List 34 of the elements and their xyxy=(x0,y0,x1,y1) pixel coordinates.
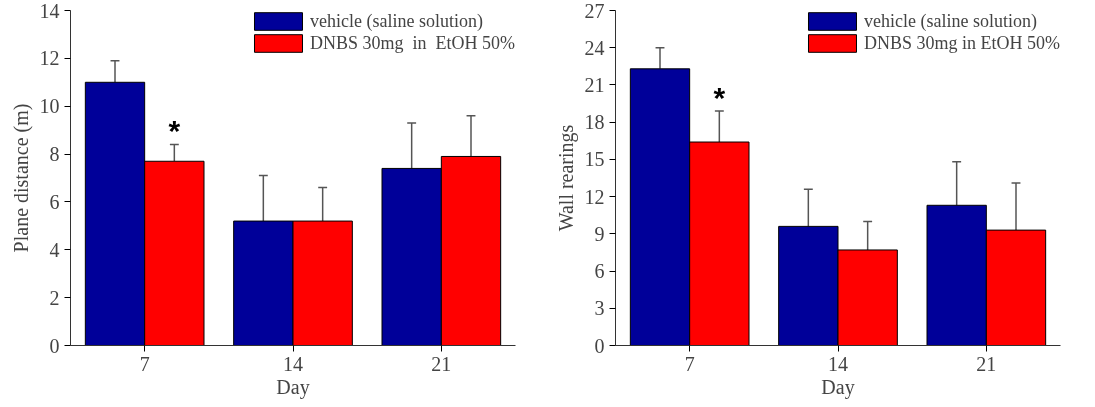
y-tick-label: 3 xyxy=(594,297,605,320)
x-tick-label: 21 xyxy=(431,352,452,375)
y-tick-label: 15 xyxy=(584,148,605,171)
y-tick-label: 6 xyxy=(49,190,60,213)
x-axis-title: Day xyxy=(276,375,310,399)
y-tick-label: 12 xyxy=(584,185,605,208)
x-tick-label: 21 xyxy=(976,352,997,375)
legend-label: vehicle (saline solution) xyxy=(309,10,483,32)
x-tick-label: 14 xyxy=(828,352,848,375)
y-tick-label: 8 xyxy=(49,143,60,166)
x-axis-title: Day xyxy=(821,375,855,399)
y-tick-label: 6 xyxy=(594,260,605,283)
y-tick-label: 2 xyxy=(49,286,60,309)
x-tick-label: 7 xyxy=(139,352,150,375)
y-tick-label: 12 xyxy=(39,47,60,70)
y-tick-label: 9 xyxy=(594,222,605,245)
annotation: * xyxy=(713,80,726,114)
legend-label: DNBS 30mg in EtOH 50% xyxy=(309,32,515,54)
y-tick-label: 4 xyxy=(49,238,60,261)
x-tick-label: 7 xyxy=(684,352,695,375)
y-tick-label: 14 xyxy=(39,0,60,22)
y-tick-label: 24 xyxy=(584,36,605,59)
annotation: * xyxy=(168,113,181,147)
y-tick-label: 0 xyxy=(49,334,60,357)
y-axis-title: Plane distance (m) xyxy=(9,103,33,253)
y-tick-label: 18 xyxy=(584,111,605,134)
y-tick-label: 0 xyxy=(594,334,605,357)
legend-label: DNBS 30mg in EtOH 50% xyxy=(863,32,1060,54)
y-tick-label: 27 xyxy=(584,0,605,22)
y-tick-label: 10 xyxy=(39,95,60,118)
x-tick-label: 14 xyxy=(283,352,303,375)
y-tick-label: 21 xyxy=(584,73,605,96)
y-axis-title: Wall rearings xyxy=(554,124,578,232)
legend-label: vehicle (saline solution) xyxy=(863,10,1037,32)
